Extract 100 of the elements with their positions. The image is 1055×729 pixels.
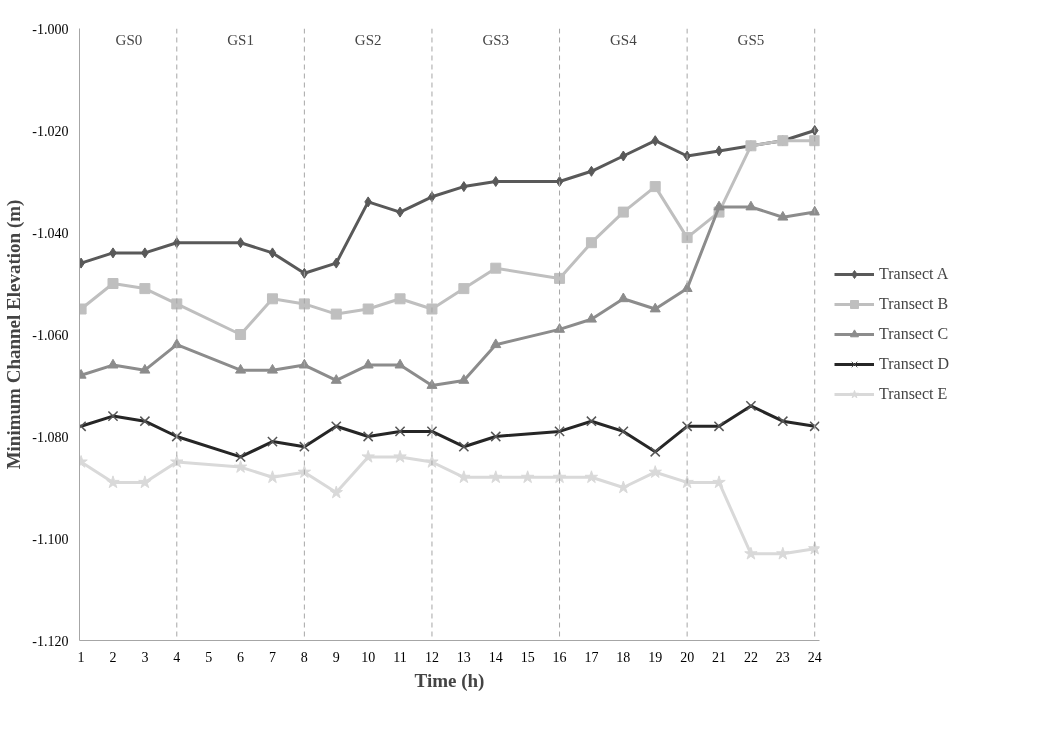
point — [776, 546, 790, 560]
y-tick-label: -1.060 — [32, 327, 69, 343]
point — [330, 374, 342, 384]
point — [457, 470, 471, 484]
y-tick-label: -1.000 — [32, 21, 69, 37]
point — [491, 176, 500, 187]
x-tick-label: 5 — [205, 649, 213, 665]
point — [554, 426, 565, 437]
legend-label: Transect B — [879, 294, 949, 313]
x-tick-label: 6 — [237, 649, 245, 665]
point — [139, 415, 151, 427]
x-tick-label: 20 — [680, 649, 695, 665]
point — [585, 312, 597, 323]
point — [808, 541, 820, 555]
x-tick-label: 9 — [332, 649, 340, 665]
point — [330, 308, 342, 320]
annotation: GS4 — [610, 31, 638, 48]
x-tick-label: 12 — [424, 649, 439, 665]
y-tick-label: -1.040 — [32, 225, 69, 241]
point — [362, 431, 374, 442]
point — [332, 257, 341, 269]
annotation: GS2 — [354, 31, 382, 48]
y-tick-label: -1.080 — [32, 429, 69, 445]
point — [617, 426, 629, 437]
point — [235, 363, 247, 374]
point — [554, 272, 566, 284]
point — [649, 302, 661, 313]
point — [520, 470, 535, 484]
point — [171, 431, 183, 442]
legend-label: Transect D — [879, 354, 950, 373]
point — [394, 293, 406, 305]
point — [489, 470, 503, 484]
point — [330, 420, 342, 432]
point — [713, 200, 725, 211]
x-tick-label: 1 — [77, 649, 85, 665]
point — [587, 165, 596, 177]
point — [490, 431, 502, 442]
point — [617, 292, 629, 303]
point — [361, 449, 375, 463]
point — [266, 293, 278, 305]
point — [235, 451, 246, 463]
point — [171, 298, 183, 310]
annotation: GS1 — [227, 31, 254, 48]
y-axis-title: Minimum Channel Elevation (m) — [3, 199, 26, 470]
x-tick-label: 15 — [520, 649, 535, 665]
point — [584, 470, 599, 484]
point — [107, 278, 119, 289]
point — [651, 135, 660, 147]
point — [394, 426, 406, 437]
point — [681, 232, 693, 244]
legend-label: Transect A — [879, 264, 949, 283]
x-tick-label: 21 — [712, 649, 727, 665]
point — [745, 400, 757, 412]
point — [107, 410, 119, 422]
point — [329, 485, 343, 499]
x-tick-label: 4 — [173, 649, 181, 665]
point — [744, 546, 758, 560]
point — [490, 338, 502, 349]
point — [268, 247, 277, 259]
point — [138, 475, 152, 489]
point — [619, 150, 628, 162]
point — [458, 283, 470, 295]
x-tick-label: 23 — [775, 649, 790, 665]
annotation: GS3 — [482, 31, 510, 48]
point — [713, 420, 725, 432]
x-axis-title: Time (h) — [414, 669, 485, 692]
point — [745, 200, 757, 211]
x-tick-label: 3 — [141, 649, 149, 665]
x-tick-label: 8 — [300, 649, 308, 665]
point — [362, 303, 374, 315]
point — [809, 135, 820, 147]
x-tick-label: 22 — [743, 649, 758, 665]
y-tick-label: -1.100 — [32, 531, 69, 547]
x-tick-label: 14 — [488, 649, 503, 665]
point — [649, 181, 661, 193]
point — [490, 262, 502, 274]
point — [777, 415, 789, 427]
x-tick-label: 11 — [393, 649, 407, 665]
point — [299, 441, 310, 453]
point — [106, 475, 120, 489]
point — [393, 449, 407, 463]
point — [585, 237, 597, 249]
point — [586, 415, 597, 427]
x-tick-label: 16 — [552, 649, 567, 665]
x-tick-label: 2 — [109, 649, 117, 665]
x-tick-label: 24 — [807, 649, 822, 665]
y-tick-label: -1.020 — [32, 123, 69, 139]
point — [649, 446, 661, 458]
legend-label: Transect E — [879, 384, 948, 403]
x-tick-label: 17 — [584, 649, 599, 665]
point — [809, 420, 820, 432]
point — [236, 237, 245, 249]
x-tick-label: 18 — [616, 649, 631, 665]
legend-label: Transect C — [879, 324, 949, 343]
x-tick-label: 10 — [361, 649, 376, 665]
x-tick-label: 13 — [456, 649, 471, 665]
point — [648, 465, 662, 478]
annotation: GS0 — [115, 31, 143, 48]
point — [712, 475, 726, 489]
point — [681, 420, 693, 432]
